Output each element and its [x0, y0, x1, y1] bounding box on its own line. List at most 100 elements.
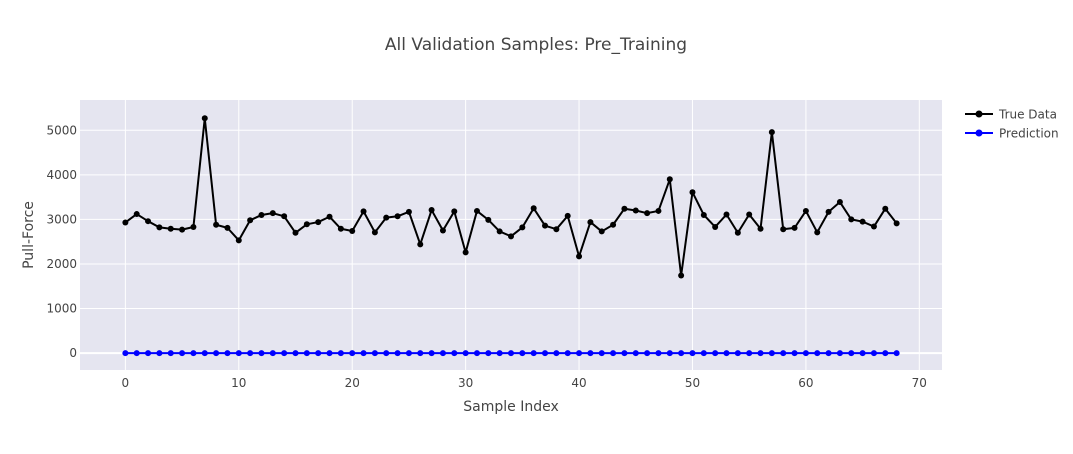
data-point-true-data: [621, 205, 628, 212]
data-point-true-data: [213, 221, 220, 228]
data-point-true-data: [383, 214, 390, 221]
data-point-prediction: [485, 350, 492, 357]
series-layer: [122, 115, 900, 357]
data-point-prediction: [439, 350, 446, 357]
data-point-true-data: [269, 210, 276, 217]
data-point-true-data: [349, 227, 356, 234]
data-point-true-data: [371, 229, 378, 236]
data-point-prediction: [882, 350, 889, 357]
data-point-prediction: [315, 350, 322, 357]
x-tick-label: 70: [912, 376, 927, 390]
y-tick-label: 3000: [46, 212, 77, 226]
data-point-prediction: [349, 350, 356, 357]
data-point-prediction: [337, 350, 344, 357]
data-point-true-data: [734, 229, 741, 236]
data-point-true-data: [700, 211, 707, 218]
data-point-prediction: [610, 350, 617, 357]
data-point-true-data: [133, 211, 140, 218]
data-point-prediction: [644, 350, 651, 357]
legend-label-prediction: Prediction: [999, 127, 1059, 141]
data-point-prediction: [179, 350, 186, 357]
data-point-prediction: [734, 350, 741, 357]
data-point-true-data: [836, 199, 843, 206]
legend-item-prediction[interactable]: Prediction: [965, 127, 1059, 141]
y-tick-label: 2000: [46, 257, 77, 271]
data-point-prediction: [360, 350, 367, 357]
data-point-true-data: [315, 219, 322, 226]
data-point-prediction: [848, 350, 855, 357]
data-point-prediction: [258, 350, 265, 357]
data-point-true-data: [825, 208, 832, 215]
data-point-prediction: [292, 350, 299, 357]
data-point-prediction: [201, 350, 208, 357]
data-point-prediction: [598, 350, 605, 357]
data-point-true-data: [473, 207, 480, 214]
data-point-prediction: [780, 350, 787, 357]
data-point-true-data: [678, 272, 685, 279]
data-point-prediction: [190, 350, 197, 357]
data-point-true-data: [542, 222, 549, 229]
data-point-true-data: [258, 211, 265, 218]
x-tick-label: 10: [231, 376, 246, 390]
data-point-true-data: [780, 226, 787, 233]
data-point-prediction: [893, 350, 900, 357]
data-point-true-data: [882, 205, 889, 212]
x-axis-label: Sample Index: [463, 399, 558, 415]
data-point-true-data: [167, 225, 174, 232]
data-point-prediction: [224, 350, 231, 357]
data-point-true-data: [791, 224, 798, 231]
data-point-true-data: [405, 208, 412, 215]
data-point-prediction: [519, 350, 526, 357]
data-point-true-data: [122, 219, 129, 226]
data-point-true-data: [564, 212, 571, 219]
data-point-prediction: [133, 350, 140, 357]
data-point-true-data: [292, 229, 299, 236]
data-point-prediction: [746, 350, 753, 357]
data-point-true-data: [428, 207, 435, 214]
data-point-prediction: [371, 350, 378, 357]
data-point-prediction: [281, 350, 288, 357]
data-point-prediction: [814, 350, 821, 357]
data-point-prediction: [689, 350, 696, 357]
y-tick-label: 1000: [46, 302, 77, 316]
data-point-prediction: [451, 350, 458, 357]
legend[interactable]: True Data Prediction: [965, 108, 1059, 141]
data-point-prediction: [757, 350, 764, 357]
data-point-prediction: [428, 350, 435, 357]
data-point-prediction: [859, 350, 866, 357]
data-point-prediction: [496, 350, 503, 357]
data-point-prediction: [269, 350, 276, 357]
data-point-true-data: [439, 227, 446, 234]
data-point-prediction: [870, 350, 877, 357]
series-prediction: [122, 350, 900, 357]
x-tick-label: 30: [458, 376, 473, 390]
data-point-prediction: [542, 350, 549, 357]
data-point-true-data: [519, 224, 526, 231]
data-point-prediction: [678, 350, 685, 357]
data-point-prediction: [303, 350, 310, 357]
data-point-true-data: [553, 226, 560, 233]
data-point-true-data: [337, 225, 344, 232]
chart-title: All Validation Samples: Pre_Training: [385, 35, 687, 55]
data-point-true-data: [247, 217, 254, 224]
data-point-prediction: [530, 350, 537, 357]
legend-item-true-data[interactable]: True Data: [965, 108, 1057, 122]
data-point-true-data: [644, 210, 651, 217]
data-point-prediction: [712, 350, 719, 357]
data-point-true-data: [893, 220, 900, 227]
data-point-prediction: [508, 350, 514, 357]
data-point-prediction: [723, 350, 730, 357]
data-point-true-data: [360, 208, 367, 215]
data-point-prediction: [836, 350, 843, 357]
data-point-prediction: [825, 350, 832, 357]
data-point-true-data: [156, 224, 163, 231]
data-point-true-data: [723, 211, 730, 218]
data-point-true-data: [201, 115, 208, 122]
data-point-prediction: [247, 350, 254, 357]
data-point-prediction: [564, 350, 571, 357]
data-point-prediction: [462, 350, 469, 357]
data-point-true-data: [757, 225, 764, 232]
data-point-true-data: [587, 219, 594, 226]
data-point-true-data: [576, 253, 583, 260]
